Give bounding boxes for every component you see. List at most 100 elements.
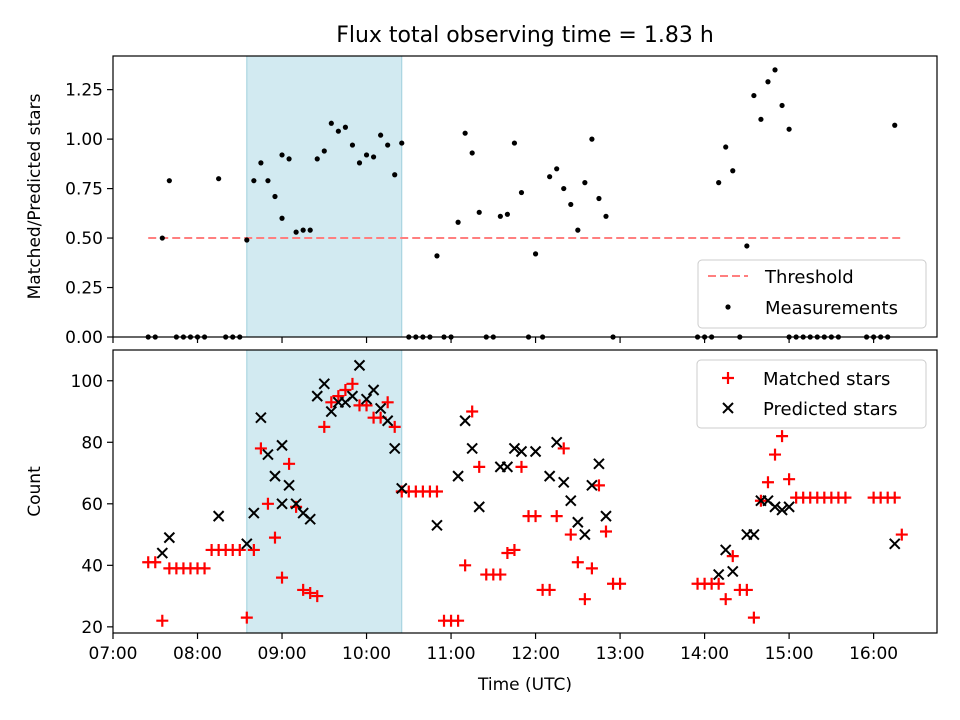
matched-point [515, 460, 528, 473]
y-tick-label: 0.50 [65, 229, 103, 249]
measurement-point [251, 178, 257, 184]
predicted-point [367, 384, 380, 396]
matched-point [726, 550, 739, 563]
measurement-point [279, 215, 285, 221]
predicted-point [586, 479, 598, 492]
y-tick-label: 0.75 [65, 180, 103, 200]
matched-point [557, 442, 570, 455]
predicted-point [346, 390, 359, 402]
matched-point [592, 479, 605, 492]
ratio-legend-box [697, 259, 927, 329]
measurement-point [434, 253, 440, 259]
measurement-point [716, 180, 722, 186]
predicted-point [276, 498, 288, 510]
predicted-point [431, 519, 443, 532]
ratio-x-axis [112, 337, 875, 343]
predicted-point [783, 501, 795, 513]
ratio-plot-frame [112, 55, 938, 338]
x-tick-label: 12:00 [511, 644, 560, 664]
x-tick-label: 14:00 [680, 644, 729, 664]
predicted-point [452, 470, 464, 482]
predicted-point [290, 498, 302, 510]
predicted-point [269, 470, 281, 482]
measurement-point [497, 213, 503, 219]
legend-matched-swatch [722, 372, 734, 384]
measurement-point [765, 79, 771, 85]
predicted-point [396, 482, 408, 495]
matched-point [473, 460, 486, 473]
predicted-point [325, 405, 338, 418]
matched-point [304, 587, 317, 600]
matched-point [452, 614, 465, 627]
predicted-point [565, 495, 577, 507]
y-tick-label: 100 [71, 372, 103, 392]
matched-point [261, 497, 274, 510]
y-tick-label: 20 [81, 618, 103, 638]
predicted-point [727, 565, 739, 578]
counts-panel: 20 40 60 80 100 07:00 08:00 09:00 10:00 11:00 12:… [25, 349, 938, 695]
predicted-point [248, 507, 260, 519]
predicted-point [515, 445, 528, 458]
legend-threshold-label: Threshold [764, 267, 854, 288]
predicted-point [318, 378, 330, 390]
legend-measurements-label: Measurements [765, 298, 898, 319]
counts-marks [142, 359, 908, 627]
measurement-point [547, 174, 553, 180]
matched-point [332, 390, 345, 403]
predicted-point [466, 442, 478, 455]
measurement-point [779, 102, 785, 109]
measurement-point [378, 132, 384, 138]
matched-point [247, 543, 260, 556]
matched-point [571, 556, 584, 569]
predicted-point [389, 442, 401, 455]
ratio-legend: Threshold Measurements [697, 259, 927, 329]
matched-point [550, 510, 563, 523]
matched-point [614, 577, 627, 590]
ratio-y-axis-label: Matched/Predicted stars [25, 93, 45, 299]
x-tick-label: 16:00 [849, 644, 898, 664]
measurement-point [293, 229, 299, 235]
matched-point [529, 510, 542, 523]
measurement-point [363, 152, 370, 158]
measurement-point [751, 92, 757, 99]
matched-point [311, 590, 324, 603]
predicted-point [241, 538, 253, 550]
matched-point [198, 562, 211, 575]
legend-predicted-swatch [722, 402, 734, 414]
matched-point [233, 543, 246, 556]
predicted-point [212, 510, 225, 522]
measurement-point [469, 150, 475, 156]
x-axis-label: Time (UTC) [477, 675, 572, 695]
measurement-point [307, 227, 313, 233]
measurement-point [575, 227, 581, 233]
matched-point [325, 396, 338, 409]
matched-point [761, 476, 774, 489]
y-tick-label: 60 [81, 495, 103, 515]
predicted-point [374, 402, 387, 415]
measurement-point [356, 160, 363, 166]
measurement-point [786, 126, 792, 132]
measurement-point [399, 140, 405, 146]
predicted-point [748, 528, 760, 541]
measurement-point [342, 124, 349, 130]
measurement-point [596, 195, 602, 202]
predicted-point [508, 442, 521, 455]
matched-point [276, 571, 289, 584]
y-tick-label: 1.25 [65, 81, 103, 101]
measurement-point [723, 144, 729, 150]
measurement-point [589, 136, 595, 142]
matched-point [719, 593, 732, 606]
matched-point [459, 559, 472, 572]
predicted-point [381, 415, 394, 427]
predicted-point [720, 544, 732, 556]
predicted-point [572, 516, 584, 528]
measurement-point [772, 67, 778, 73]
counts-plot-frame [112, 349, 938, 634]
y-tick-label: 0.00 [65, 328, 103, 348]
measurement-point [328, 120, 334, 126]
measurement-point [568, 201, 574, 208]
predicted-point [304, 513, 316, 525]
measurement-point [272, 193, 278, 200]
matched-point [501, 547, 514, 560]
